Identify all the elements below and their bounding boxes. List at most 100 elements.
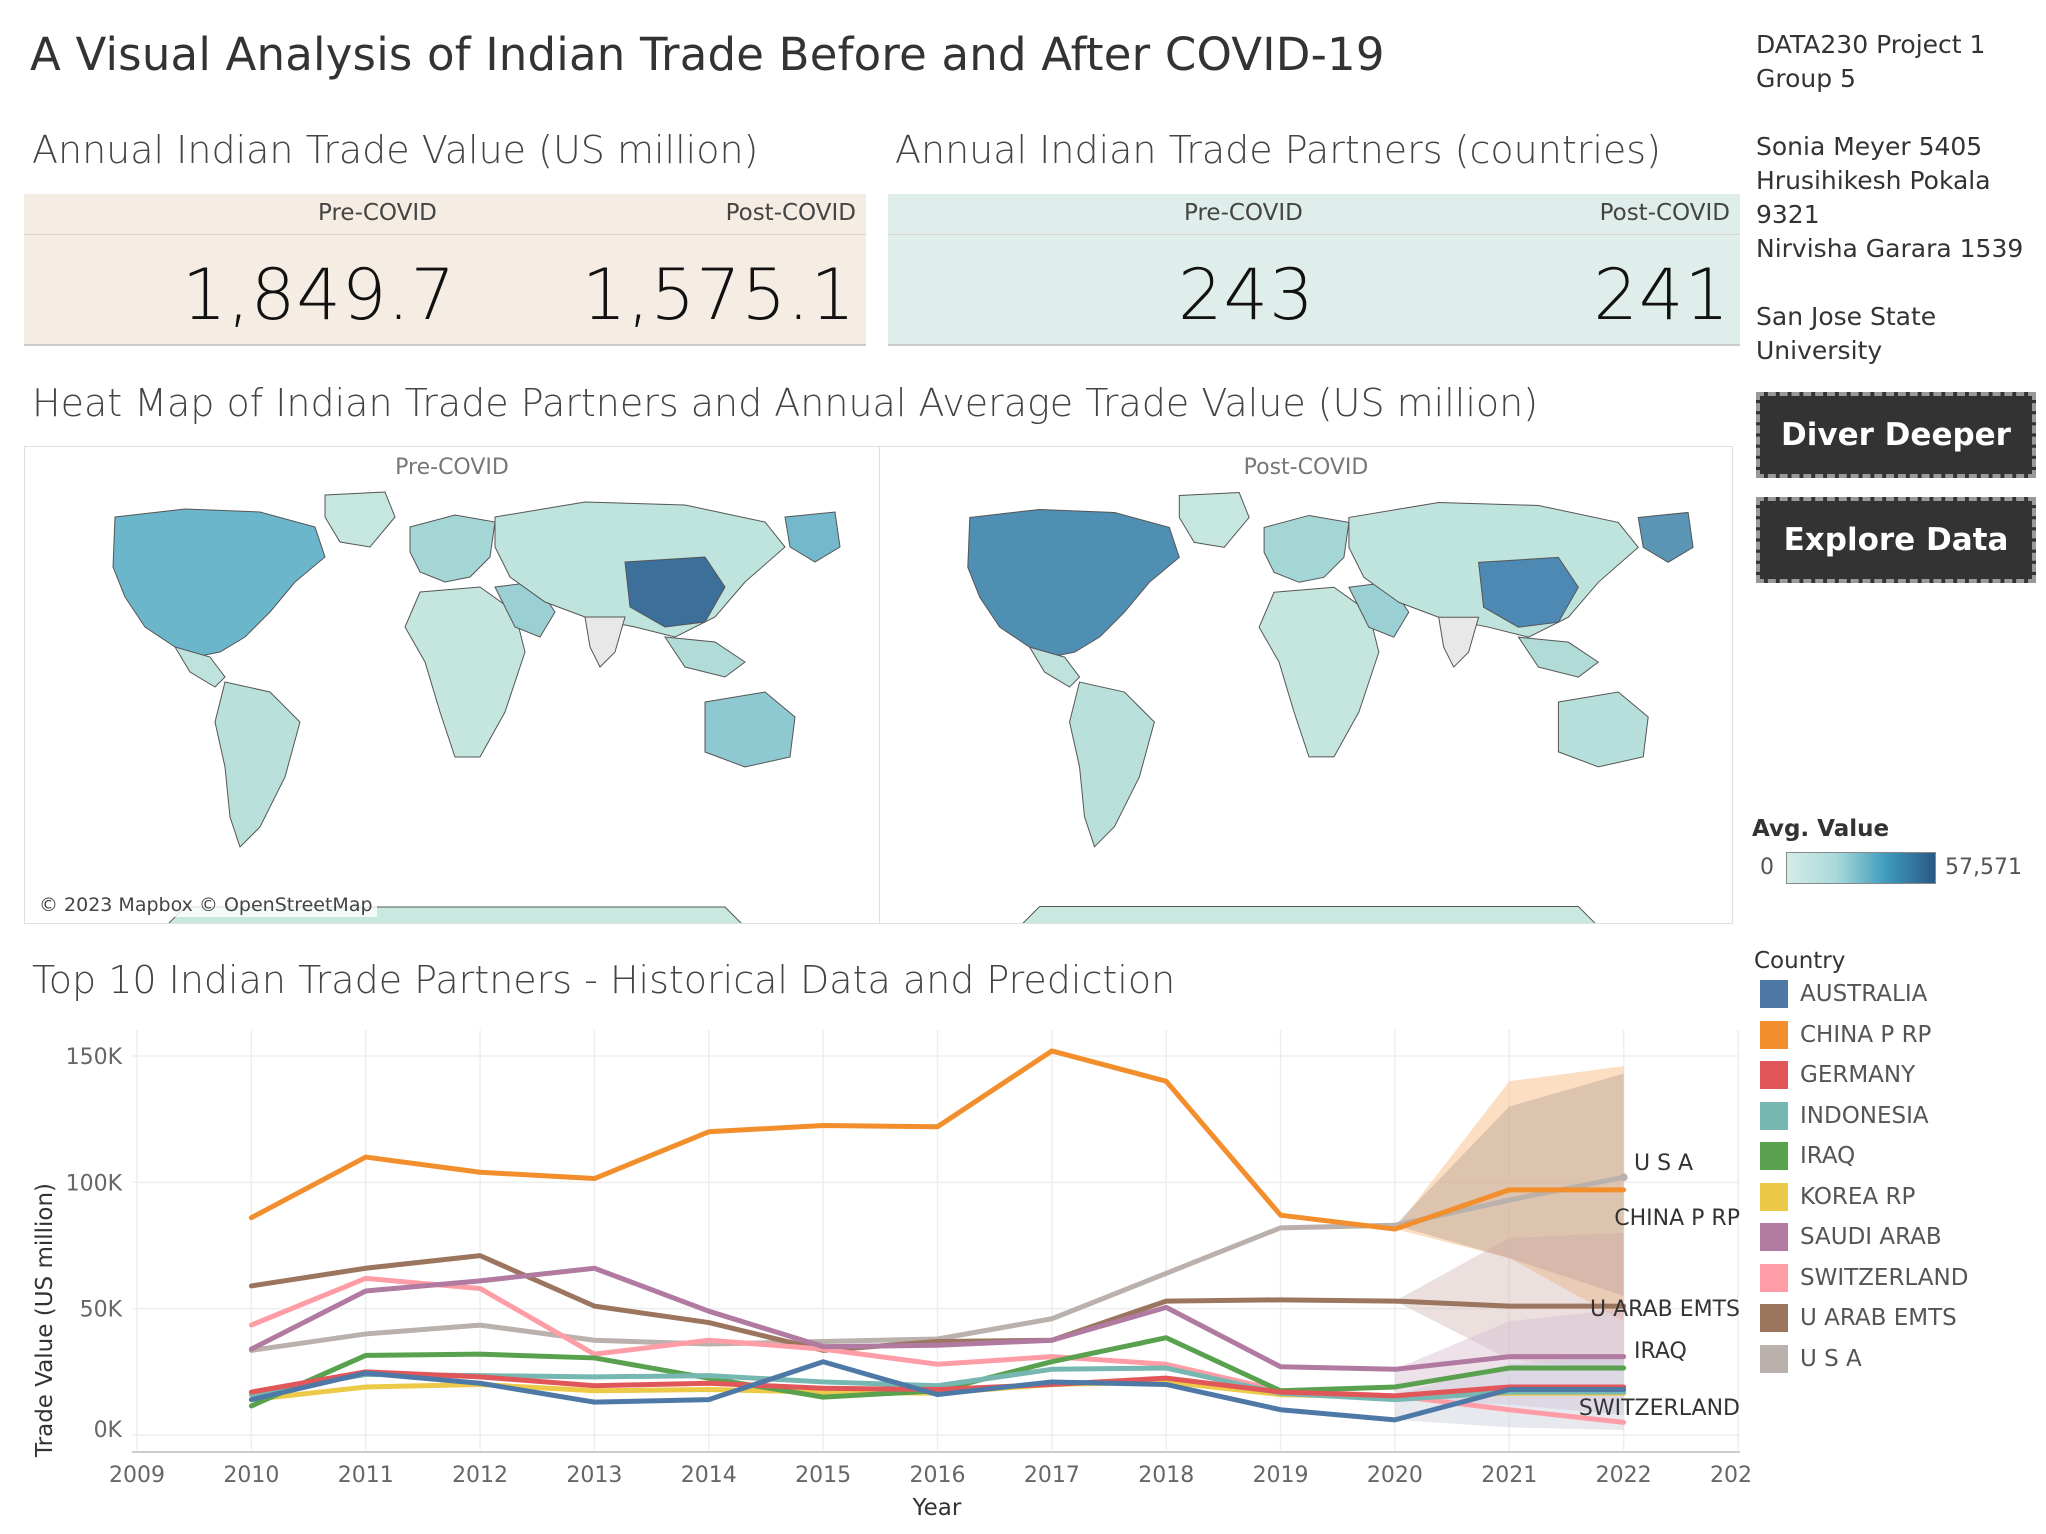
line-end-label: U ARAB EMTS <box>1590 1297 1740 1322</box>
y-tick-label: 150K <box>66 1045 123 1070</box>
trade-line-chart[interactable]: 2009 2010 2011 2012 2013 2014 2015 2016 2017 2018… <box>0 1010 1750 1534</box>
legend-swatch <box>1760 1304 1788 1332</box>
series-line-australia[interactable] <box>248 1359 1627 1423</box>
series-line-china-p-rp[interactable] <box>248 1048 1627 1232</box>
legend-label: SWITZERLAND <box>1800 1264 1969 1291</box>
map-region-russiaEast[interactable] <box>1637 511 1694 563</box>
line-end-label: IRAQ <box>1634 1339 1687 1364</box>
map-region-greenland[interactable] <box>324 491 396 548</box>
series-line-saudi-arab[interactable] <box>248 1265 1627 1372</box>
map-region-northAmerica[interactable] <box>112 508 326 658</box>
x-tick-label: 2022 <box>1596 1463 1652 1488</box>
heat-legend-gradient <box>1786 852 1936 884</box>
heat-legend-min: 0 <box>1760 855 1774 880</box>
map-region-india[interactable] <box>1438 616 1480 668</box>
post-covid-map[interactable]: Post-COVID <box>879 446 1733 924</box>
legend-swatch <box>1760 1182 1788 1211</box>
x-tick-label: 2013 <box>566 1463 622 1488</box>
post-covid-map-caption: Post-COVID <box>1243 455 1369 480</box>
post-covid-world-map[interactable] <box>880 487 1732 924</box>
legend-swatch <box>1760 1020 1788 1049</box>
legend-label: KOREA RP <box>1800 1183 1916 1210</box>
trade-partners-title: Annual Indian Trade Partners (countries) <box>895 128 1661 172</box>
map-region-centralAmerica[interactable] <box>1028 646 1081 688</box>
map-region-southAmerica[interactable] <box>1069 681 1155 848</box>
legend-label: IRAQ <box>1800 1143 1856 1169</box>
map-region-europe[interactable] <box>409 514 496 583</box>
heat-legend-max: 57,571 <box>1945 855 2022 880</box>
map-region-africa[interactable] <box>1258 586 1380 758</box>
legend-label: CHINA P RP <box>1800 1021 1932 1048</box>
map-attribution: © 2023 Mapbox © OpenStreetMap <box>35 893 377 917</box>
x-tick-label: 2012 <box>452 1463 508 1488</box>
map-region-europe[interactable] <box>1263 514 1350 583</box>
trade-partners-post-label: Post-COVID <box>1599 200 1730 226</box>
trade-partners-kpi: Pre-COVID Post-COVID 243 241 <box>888 194 1740 346</box>
y-tick-label: 100K <box>66 1171 123 1196</box>
legend-swatch <box>1760 1344 1788 1373</box>
map-region-antarctica[interactable] <box>1020 906 1599 924</box>
member-2-id: 9321 <box>1756 200 1820 229</box>
line-end-label: U S A <box>1634 1151 1693 1176</box>
university-line-2: University <box>1756 336 1883 365</box>
legend-swatch <box>1760 1142 1788 1170</box>
x-tick-label: 2014 <box>681 1463 737 1488</box>
trade-value-title: Annual Indian Trade Value (US million) <box>32 128 759 172</box>
map-region-centralAmerica[interactable] <box>173 646 226 688</box>
heatmap-title: Heat Map of Indian Trade Partners and An… <box>32 381 1539 425</box>
explore-data-button[interactable]: Explore Data <box>1756 497 2036 583</box>
member-3: Nirvisha Garara 1539 <box>1756 234 2024 263</box>
forecast-band <box>1394 1232 1624 1372</box>
y-axis-title: Trade Value (US million) <box>32 1183 58 1458</box>
x-tick-label: 2023 <box>1710 1463 1750 1488</box>
legend-label: SAUDI ARAB <box>1800 1224 1942 1250</box>
legend-swatch <box>1760 1101 1788 1130</box>
map-region-china[interactable] <box>624 556 726 628</box>
x-tick-label: 2015 <box>795 1463 851 1488</box>
pre-covid-world-map[interactable] <box>25 487 879 924</box>
forecast-band <box>1394 1073 1624 1297</box>
map-region-india[interactable] <box>584 616 626 668</box>
map-region-northAmerica[interactable] <box>967 508 1180 658</box>
map-region-greenland[interactable] <box>1178 491 1250 548</box>
map-region-australia[interactable] <box>1557 691 1649 768</box>
legend-label: AUSTRALIA <box>1800 981 1928 1007</box>
country-legend-title: Country <box>1754 948 1846 974</box>
pre-covid-map[interactable]: Pre-COVID © 2023 Mapbox © OpenStreetMap <box>24 446 880 924</box>
legend-swatch <box>1760 1223 1788 1251</box>
x-tick-label: 2016 <box>910 1463 966 1488</box>
x-tick-label: 2019 <box>1253 1463 1309 1488</box>
dashboard-title: A Visual Analysis of Indian Trade Before… <box>30 28 1385 81</box>
trade-partners-pre-value: 243 <box>1178 254 1315 336</box>
trade-value-post-value: 1,575.1 <box>581 254 856 336</box>
series-line-germany[interactable] <box>248 1369 1627 1399</box>
trade-value-kpi-header: Pre-COVID Post-COVID <box>24 194 866 235</box>
university-line-1: San Jose State <box>1756 302 1937 331</box>
map-region-southAmerica[interactable] <box>214 681 301 848</box>
x-tick-label: 2018 <box>1138 1463 1194 1488</box>
x-tick-label: 2009 <box>109 1463 165 1488</box>
legend-label: GERMANY <box>1800 1062 1916 1088</box>
trade-value-kpi: Pre-COVID Post-COVID 1,849.7 1,575.1 <box>24 194 866 346</box>
usa-end-marker <box>1619 1173 1628 1182</box>
x-tick-label: 2011 <box>338 1463 394 1488</box>
member-1: Sonia Meyer 5405 <box>1756 132 1983 161</box>
map-region-seAsia[interactable] <box>663 636 746 678</box>
map-region-australia[interactable] <box>704 691 796 768</box>
series-line-u-arab-emts[interactable] <box>248 1253 1627 1353</box>
forecast-band <box>1394 1066 1624 1322</box>
map-region-russiaEast[interactable] <box>784 511 841 563</box>
map-region-africa[interactable] <box>404 586 526 758</box>
trade-partners-kpi-header: Pre-COVID Post-COVID <box>888 194 1740 235</box>
y-tick-label: 0K <box>94 1418 123 1443</box>
x-axis-title: Year <box>912 1495 962 1521</box>
map-region-seAsia[interactable] <box>1517 636 1600 678</box>
series-line-u-s-a[interactable] <box>248 1174 1627 1353</box>
dive-deeper-button[interactable]: Diver Deeper <box>1756 392 2036 478</box>
map-region-china[interactable] <box>1478 556 1579 628</box>
line-chart-title: Top 10 Indian Trade Partners - Historica… <box>32 958 1176 1002</box>
legend-label: U ARAB EMTS <box>1800 1305 1957 1331</box>
line-end-label: CHINA P RP <box>1614 1206 1740 1231</box>
member-2: Hrusihikesh Pokala <box>1756 166 1991 195</box>
trade-partners-pre-label: Pre-COVID <box>1184 200 1303 226</box>
